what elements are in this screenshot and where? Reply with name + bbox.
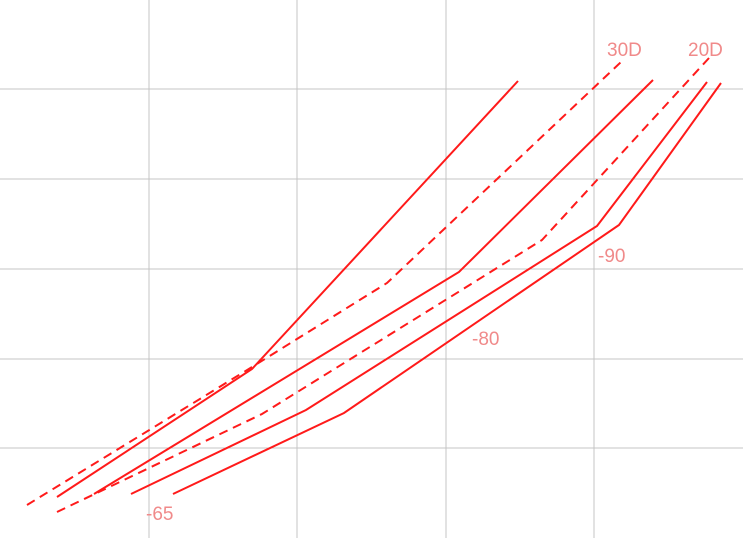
series-line-4 [56, 57, 710, 513]
series-layer [26, 57, 722, 513]
annotation-label-2: 20D [688, 40, 723, 61]
annotation-label-1: 30D [607, 40, 642, 61]
annotation-label-4: -80 [472, 329, 499, 350]
annotation-label-3: -90 [598, 246, 625, 267]
series-line-6 [172, 82, 722, 495]
series-line-5 [130, 81, 708, 495]
label-layer: 30D 20D -90 -80 -65 [146, 40, 723, 525]
annotation-label-5: -65 [146, 504, 173, 525]
series-line-3 [93, 79, 654, 495]
series-line-1 [56, 80, 519, 498]
